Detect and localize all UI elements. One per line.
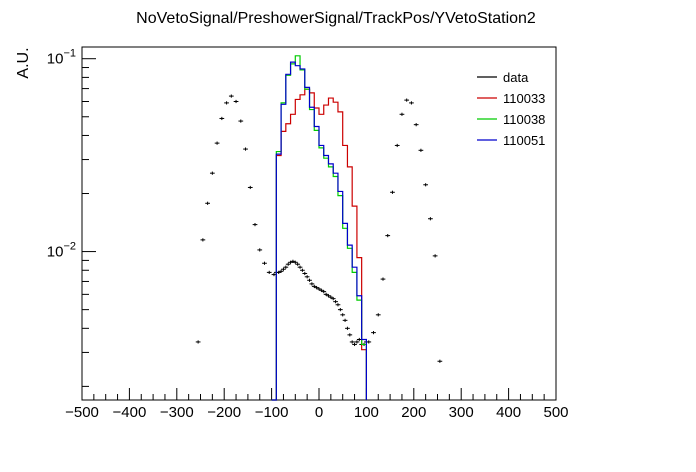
y-axis: 10−2 10−1 bbox=[47, 48, 96, 387]
data-point bbox=[302, 271, 308, 276]
legend-label: data bbox=[503, 70, 529, 85]
x-tick-label: −500 bbox=[65, 404, 99, 421]
data-point bbox=[371, 331, 376, 335]
plot-area: −500 −400 −300 −200 −100 0 100 200 300 400 500 10−… bbox=[47, 46, 569, 421]
data-point bbox=[205, 201, 210, 205]
data-point bbox=[281, 267, 286, 271]
data-point bbox=[257, 248, 263, 252]
data-point bbox=[342, 318, 348, 322]
data-point bbox=[278, 269, 284, 273]
y-tick-label: 10−1 bbox=[47, 48, 76, 68]
data-point bbox=[330, 297, 336, 301]
data-point bbox=[380, 277, 386, 281]
data-point bbox=[266, 270, 272, 274]
data-point bbox=[307, 278, 312, 282]
data-point bbox=[404, 98, 410, 102]
data-point bbox=[243, 147, 248, 151]
data-point bbox=[432, 254, 438, 258]
data-point bbox=[200, 238, 206, 242]
data-point bbox=[385, 234, 391, 238]
histogram-line-110033 bbox=[271, 88, 367, 401]
data-point bbox=[283, 265, 289, 269]
series-layer bbox=[195, 55, 443, 401]
series-data bbox=[195, 94, 443, 363]
x-tick-label: −100 bbox=[255, 404, 289, 421]
x-tick-label: 0 bbox=[315, 404, 323, 421]
data-point bbox=[347, 333, 353, 337]
data-point bbox=[252, 222, 258, 227]
data-point bbox=[352, 342, 357, 347]
legend-label: 110051 bbox=[503, 133, 545, 148]
data-point bbox=[390, 190, 395, 194]
data-point bbox=[238, 119, 244, 123]
data-point bbox=[292, 260, 298, 264]
data-point bbox=[337, 308, 343, 312]
data-point bbox=[409, 101, 414, 105]
x-axis: −500 −400 −300 −200 −100 0 100 200 300 400 500 bbox=[65, 388, 569, 421]
data-point bbox=[423, 183, 429, 187]
legend-item-110051: 110051 bbox=[477, 133, 545, 148]
data-point bbox=[195, 340, 201, 344]
plot-frame bbox=[81, 46, 557, 401]
legend-item-110038: 110038 bbox=[477, 112, 545, 127]
legend-item-data: data bbox=[477, 70, 529, 85]
data-point bbox=[271, 272, 277, 277]
data-point bbox=[399, 112, 405, 116]
data-point bbox=[335, 303, 341, 307]
series-110051 bbox=[271, 61, 367, 401]
data-point bbox=[394, 143, 400, 148]
data-point bbox=[428, 217, 433, 221]
x-tick-label: −200 bbox=[207, 404, 241, 421]
data-point bbox=[356, 337, 362, 342]
data-point bbox=[340, 313, 346, 317]
data-point bbox=[295, 262, 301, 266]
x-tick-label: −400 bbox=[113, 404, 147, 421]
series-110033 bbox=[271, 88, 367, 401]
data-point bbox=[437, 359, 443, 363]
data-point bbox=[354, 340, 360, 344]
data-point bbox=[418, 148, 424, 152]
data-point bbox=[349, 340, 355, 344]
data-point bbox=[219, 116, 225, 121]
data-point bbox=[309, 282, 315, 286]
data-point bbox=[333, 300, 338, 304]
data-point bbox=[304, 275, 310, 279]
legend-label: 110038 bbox=[503, 112, 545, 127]
data-point bbox=[345, 326, 350, 330]
x-tick-label: −300 bbox=[160, 404, 194, 421]
data-point bbox=[300, 268, 305, 272]
legend: data 110033 110038 110051 bbox=[477, 70, 545, 148]
data-point bbox=[285, 262, 291, 266]
data-point bbox=[413, 123, 419, 127]
legend-label: 110033 bbox=[503, 91, 545, 106]
x-tick-label: 200 bbox=[401, 404, 426, 421]
y-tick-label: 10−2 bbox=[47, 241, 76, 261]
x-tick-label: 100 bbox=[354, 404, 379, 421]
data-point bbox=[366, 340, 372, 344]
data-point bbox=[228, 94, 234, 98]
legend-item-110033: 110033 bbox=[477, 91, 545, 106]
data-point bbox=[262, 261, 267, 265]
x-tick-label: 300 bbox=[449, 404, 474, 421]
histogram-line-110051 bbox=[271, 61, 367, 401]
data-point bbox=[214, 141, 220, 145]
data-point bbox=[209, 171, 215, 175]
data-point bbox=[247, 185, 253, 190]
data-point bbox=[375, 313, 381, 317]
chart-title: NoVetoSignal/PreshowerSignal/TrackPos/YV… bbox=[136, 10, 536, 27]
data-point bbox=[321, 290, 327, 294]
data-point bbox=[297, 265, 303, 269]
x-tick-label: 400 bbox=[496, 404, 521, 421]
data-point bbox=[224, 101, 229, 105]
data-point bbox=[233, 99, 239, 104]
x-tick-label: 500 bbox=[543, 404, 568, 421]
y-axis-label: A.U. bbox=[15, 47, 32, 78]
